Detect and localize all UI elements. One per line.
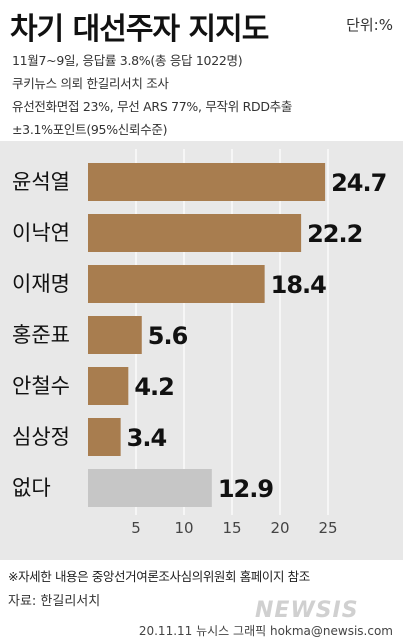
survey-margin: ±3.1%포인트(95%신뢰수준) — [12, 122, 168, 137]
value-label: 18.4 — [271, 271, 327, 299]
footnote: ※자세한 내용은 중앙선거여론조사심의위원회 홈페이지 참조 — [8, 569, 310, 584]
x-tick-label: 10 — [174, 519, 193, 537]
x-tick-label: 25 — [318, 519, 337, 537]
survey-method: 유선전화면접 23%, 무선 ARS 77%, 무작위 RDD추출 — [12, 99, 293, 114]
chart-area: 5 10 15 20 25 윤석열 24.7 이낙연 22.2 이재명 18.4 홍준표 5.6 안철수 4… — [0, 141, 403, 560]
category-label: 심상정 — [12, 425, 70, 449]
graphic-credit: 20.11.11 뉴시스 그래픽 hokma@newsis.com — [138, 624, 393, 638]
chart-header: 차기 대선주자 지지도 단위:% 11월7~9일, 응답률 3.8%(총 응답 … — [0, 0, 403, 141]
value-label: 12.9 — [218, 475, 274, 503]
category-label: 홍준표 — [12, 323, 70, 347]
source-label: 자료: 한길리서치 — [8, 594, 101, 609]
category-label: 안철수 — [12, 374, 70, 398]
value-label: 5.6 — [148, 322, 188, 350]
chart-title: 차기 대선주자 지지도 — [10, 12, 269, 47]
x-tick-label: 15 — [222, 519, 241, 537]
value-label: 24.7 — [331, 169, 386, 197]
bar-chart: 5 10 15 20 25 윤석열 24.7 이낙연 22.2 이재명 18.4 홍준표 5.6 안철수 4… — [12, 149, 387, 537]
category-label: 윤석열 — [12, 170, 70, 194]
bar-1 — [88, 214, 302, 252]
category-label: 없다 — [12, 476, 51, 500]
x-tick-label: 5 — [131, 519, 141, 537]
survey-period: 11월7~9일, 응답률 3.8%(총 응답 1022명) — [12, 53, 243, 68]
bar-4 — [88, 367, 129, 405]
survey-sponsor: 쿠키뉴스 의뢰 한길리서치 조사 — [12, 76, 169, 91]
value-label: 3.4 — [127, 424, 167, 452]
bar-5 — [88, 418, 121, 456]
value-label: 4.2 — [134, 373, 174, 401]
newsis-watermark: NEWSIS — [255, 598, 359, 623]
x-tick-label: 20 — [270, 519, 289, 537]
bar-6 — [88, 469, 212, 507]
category-label: 이재명 — [12, 272, 70, 296]
bar-0 — [88, 163, 326, 201]
value-label: 22.2 — [307, 220, 362, 248]
category-label: 이낙연 — [12, 221, 70, 245]
unit-label: 단위:% — [346, 16, 393, 34]
bar-2 — [88, 265, 265, 303]
bar-3 — [88, 316, 142, 354]
